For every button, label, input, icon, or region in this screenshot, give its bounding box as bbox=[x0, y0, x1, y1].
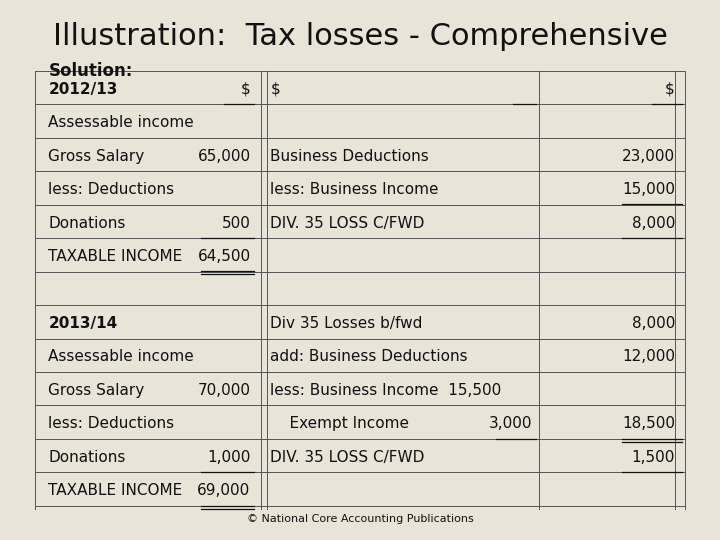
Text: $: $ bbox=[271, 82, 280, 97]
Text: 2013/14: 2013/14 bbox=[48, 316, 117, 331]
Text: © National Core Accounting Publications: © National Core Accounting Publications bbox=[247, 514, 473, 524]
Text: Business Deductions: Business Deductions bbox=[271, 148, 429, 164]
Text: less: Deductions: less: Deductions bbox=[48, 416, 174, 431]
Text: 23,000: 23,000 bbox=[622, 148, 675, 164]
Text: TAXABLE INCOME: TAXABLE INCOME bbox=[48, 249, 183, 264]
Text: 500: 500 bbox=[222, 215, 251, 231]
Text: DIV. 35 LOSS C/FWD: DIV. 35 LOSS C/FWD bbox=[271, 450, 425, 465]
Text: Div 35 Losses b/fwd: Div 35 Losses b/fwd bbox=[271, 316, 423, 331]
Text: Illustration:  Tax losses - Comprehensive: Illustration: Tax losses - Comprehensive bbox=[53, 22, 667, 51]
Text: Donations: Donations bbox=[48, 450, 126, 465]
Text: 18,500: 18,500 bbox=[622, 416, 675, 431]
Text: Assessable income: Assessable income bbox=[48, 349, 194, 364]
Text: 70,000: 70,000 bbox=[197, 383, 251, 398]
Text: 1,500: 1,500 bbox=[631, 450, 675, 465]
Text: Donations: Donations bbox=[48, 215, 126, 231]
Text: 1,000: 1,000 bbox=[207, 450, 251, 465]
Text: Solution:: Solution: bbox=[48, 62, 132, 80]
Text: less: Business Income  15,500: less: Business Income 15,500 bbox=[271, 383, 502, 398]
Text: Gross Salary: Gross Salary bbox=[48, 383, 145, 398]
Text: $: $ bbox=[240, 82, 251, 97]
Text: DIV. 35 LOSS C/FWD: DIV. 35 LOSS C/FWD bbox=[271, 215, 425, 231]
Text: add: Business Deductions: add: Business Deductions bbox=[271, 349, 468, 364]
Text: Assessable income: Assessable income bbox=[48, 115, 194, 130]
Text: Gross Salary: Gross Salary bbox=[48, 148, 145, 164]
Text: 3,000: 3,000 bbox=[489, 416, 532, 431]
Text: 65,000: 65,000 bbox=[197, 148, 251, 164]
Text: 8,000: 8,000 bbox=[631, 215, 675, 231]
Text: TAXABLE INCOME: TAXABLE INCOME bbox=[48, 483, 183, 498]
Text: less: Business Income: less: Business Income bbox=[271, 182, 439, 197]
Text: $: $ bbox=[665, 82, 675, 97]
Text: Exempt Income: Exempt Income bbox=[271, 416, 410, 431]
Text: 64,500: 64,500 bbox=[197, 249, 251, 264]
Text: 2012/13: 2012/13 bbox=[48, 82, 117, 97]
Text: 12,000: 12,000 bbox=[622, 349, 675, 364]
Text: 69,000: 69,000 bbox=[197, 483, 251, 498]
Text: 15,000: 15,000 bbox=[622, 182, 675, 197]
Text: less: Deductions: less: Deductions bbox=[48, 182, 174, 197]
Text: 8,000: 8,000 bbox=[631, 316, 675, 331]
